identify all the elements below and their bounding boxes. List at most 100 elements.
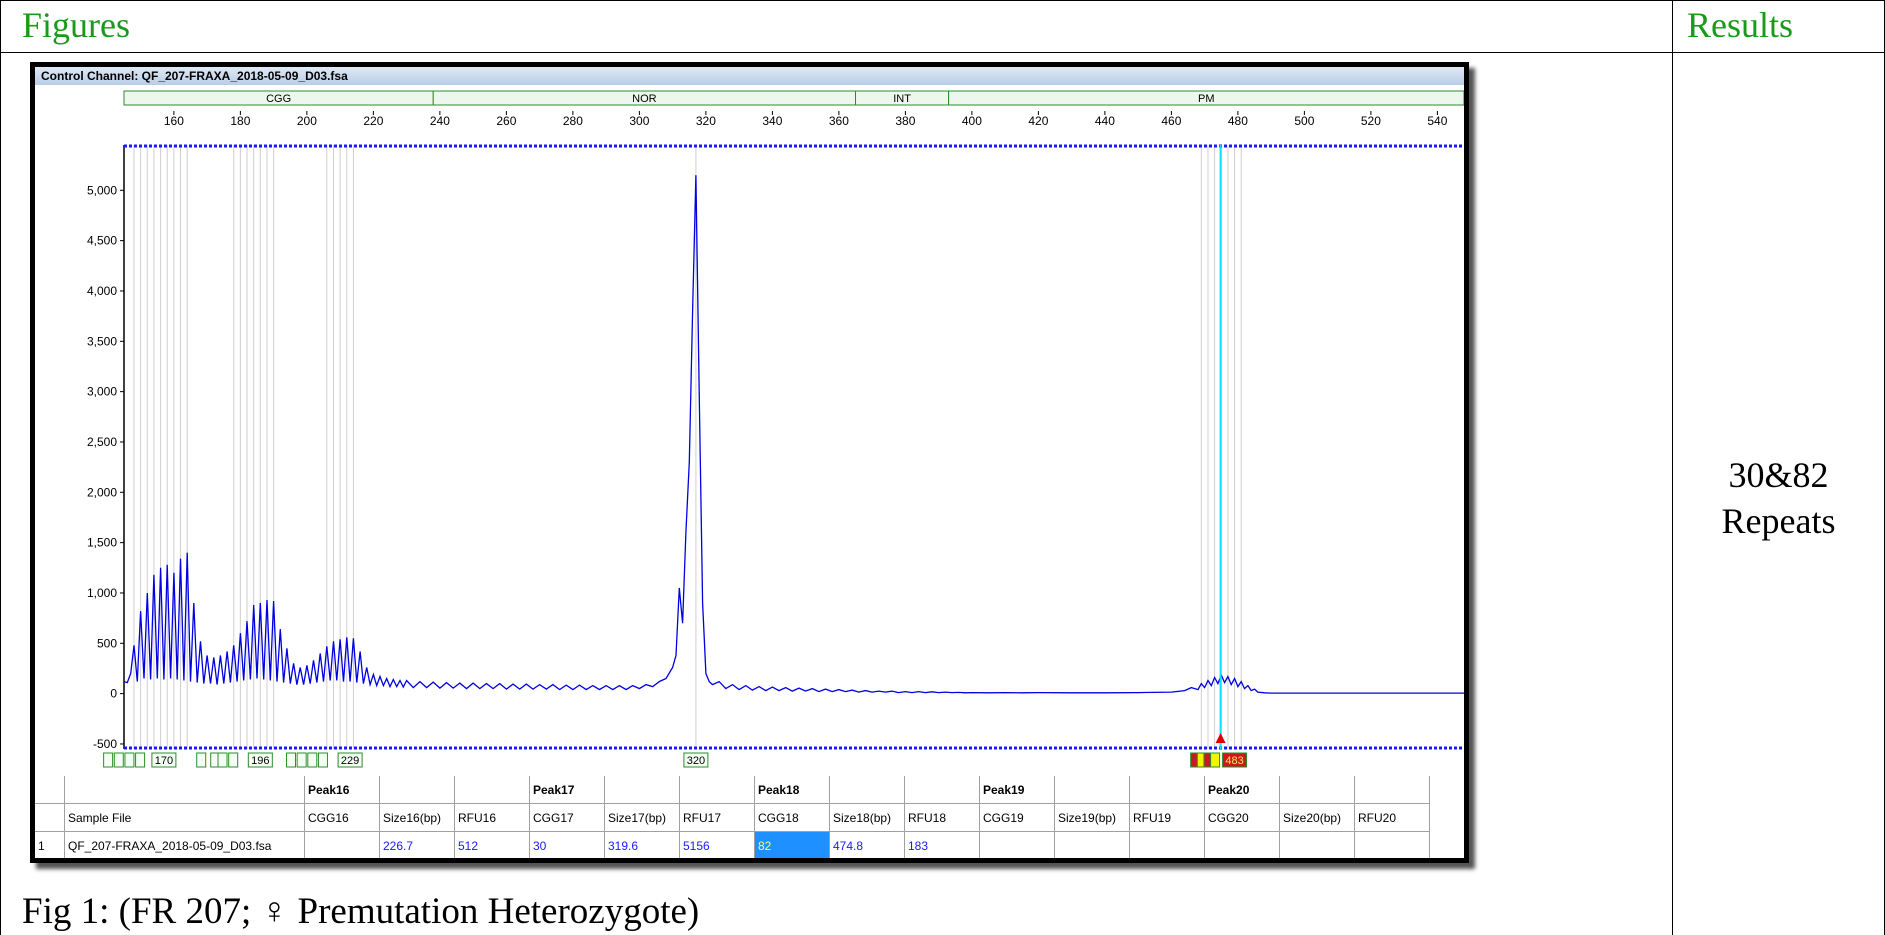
- peak-mini-box: [135, 752, 146, 768]
- grid-column-header[interactable]: CGG18: [755, 804, 830, 832]
- x-axis: 160 180 200 220 240 260 280 300 320 340 360 380 400 4…: [164, 111, 1448, 128]
- grid-peak-header: Peak17: [530, 776, 605, 804]
- peak-mini-box: [124, 752, 135, 768]
- grid-column-header[interactable]: Size20(bp): [1280, 804, 1355, 832]
- grid-column-header[interactable]: Size16(bp): [380, 804, 455, 832]
- y-tick-label: 1,500: [87, 536, 117, 550]
- peak-label: 320: [687, 755, 705, 767]
- grid-peak-header: Peak18: [755, 776, 830, 804]
- grid-value-cell[interactable]: QF_207-FRAXA_2018-05-09_D03.fsa: [65, 832, 305, 858]
- grid-column-header[interactable]: RFU18: [905, 804, 980, 832]
- grid-peak-header: [1055, 776, 1130, 804]
- x-tick-label: 160: [164, 114, 184, 128]
- grid-peak-header: Peak20: [1205, 776, 1280, 804]
- x-tick-label: 300: [629, 114, 649, 128]
- peak-mini-box: [103, 752, 114, 768]
- grid-row-header: [35, 804, 65, 832]
- region-bar: CGG NOR INT PM: [123, 90, 1464, 106]
- grid-column-header[interactable]: RFU17: [680, 804, 755, 832]
- x-tick-label: 420: [1028, 114, 1048, 128]
- grid-column-header[interactable]: Size18(bp): [830, 804, 905, 832]
- grid-value-cell[interactable]: [1280, 832, 1355, 858]
- peak-label-box: [337, 752, 363, 768]
- result-value: 30&82 Repeats: [1672, 452, 1885, 544]
- grid-peak-header: [1355, 776, 1430, 804]
- electropherogram-chart: CGG NOR INT PM 160 180 200 220 240 260 280 300 320 3…: [87, 90, 1464, 768]
- grid-peak-header: [1130, 776, 1205, 804]
- peak-mini-box: [286, 752, 297, 768]
- region-label-pm: PM: [1198, 93, 1215, 105]
- grid-peak-header: [380, 776, 455, 804]
- x-tick-label: 380: [895, 114, 915, 128]
- y-tick-label: 2,000: [87, 485, 117, 499]
- cursor-marker-icon[interactable]: [1215, 733, 1226, 743]
- grid-column-header[interactable]: CGG19: [980, 804, 1055, 832]
- grid-selected-cell[interactable]: 82: [755, 832, 830, 858]
- y-tick-label: 1,000: [87, 586, 117, 600]
- peak-mini-box: [196, 752, 207, 768]
- grid-column-header[interactable]: CGG20: [1205, 804, 1280, 832]
- x-tick-label: 540: [1427, 114, 1447, 128]
- grid-peak-header: [830, 776, 905, 804]
- x-tick-label: 260: [496, 114, 516, 128]
- grid-column-header[interactable]: RFU19: [1130, 804, 1205, 832]
- grid-value-cell[interactable]: 5156: [680, 832, 755, 858]
- result-line-1: 30&82: [1728, 455, 1829, 495]
- y-tick-label: 3,000: [87, 385, 117, 399]
- grid-value-cell[interactable]: [1205, 832, 1280, 858]
- grid-column-header[interactable]: RFU16: [455, 804, 530, 832]
- grid-peak-header: Peak16: [305, 776, 380, 804]
- y-tick-label: 4,500: [87, 234, 117, 248]
- grid-value-cell[interactable]: [980, 832, 1055, 858]
- grid-value-cell[interactable]: [1355, 832, 1430, 858]
- grid-value-cell[interactable]: [1130, 832, 1205, 858]
- grid-column-header[interactable]: Size17(bp): [605, 804, 680, 832]
- y-tick-label: -500: [93, 737, 117, 751]
- peak-mini-box: [317, 752, 328, 768]
- peak-mini-box: [1210, 752, 1221, 768]
- x-tick-label: 480: [1228, 114, 1248, 128]
- grid-value-cell[interactable]: 226.7: [380, 832, 455, 858]
- grid-value-cell[interactable]: 512: [455, 832, 530, 858]
- table-header-border: [0, 52, 1885, 53]
- x-tick-label: 460: [1161, 114, 1181, 128]
- results-header: Results: [1687, 5, 1794, 45]
- table-top-border: [0, 0, 1885, 1]
- grid-column-header[interactable]: CGG17: [530, 804, 605, 832]
- grid-column-header[interactable]: RFU20: [1355, 804, 1430, 832]
- x-tick-label: 340: [762, 114, 782, 128]
- peak-label: 170: [155, 755, 173, 767]
- peak-label-box: [151, 752, 177, 768]
- y-tick-label: 3,500: [87, 334, 117, 348]
- grid-value-cell[interactable]: [305, 832, 380, 858]
- x-tick-label: 440: [1095, 114, 1115, 128]
- y-tick-label: 5,000: [87, 183, 117, 197]
- grid-corner-cell: [35, 776, 65, 804]
- grid-value-cell[interactable]: 474.8: [830, 832, 905, 858]
- grid-column-header[interactable]: Size19(bp): [1055, 804, 1130, 832]
- grid-column-header[interactable]: Sample File: [65, 804, 305, 832]
- region-label-nor: NOR: [632, 93, 657, 105]
- figures-header: Figures: [22, 5, 130, 45]
- grid-value-cell[interactable]: [1055, 832, 1130, 858]
- peak-label-box: [683, 752, 709, 768]
- peak-mini-box: [228, 752, 239, 768]
- y-axis: 5,000 4,500 4,000 3,500 3,000 2,500 2,000 1,500…: [87, 183, 124, 751]
- grid-peak-header: [1280, 776, 1355, 804]
- grid-column-header[interactable]: CGG16: [305, 804, 380, 832]
- x-tick-label: 220: [363, 114, 383, 128]
- x-tick-label: 400: [962, 114, 982, 128]
- grid-value-cell[interactable]: 183: [905, 832, 980, 858]
- grid-peak-header: Peak19: [980, 776, 1055, 804]
- grid-peak-header: [905, 776, 980, 804]
- grid-value-cell[interactable]: 30: [530, 832, 605, 858]
- peak-label: 483: [1225, 755, 1243, 767]
- grid-value-cell[interactable]: 319.6: [605, 832, 680, 858]
- y-tick-label: 0: [110, 687, 117, 701]
- x-tick-label: 240: [430, 114, 450, 128]
- trace-line: [123, 175, 1464, 694]
- x-tick-label: 280: [563, 114, 583, 128]
- figure-caption: Fig 1: (FR 207; ♀ Premutation Heterozygo…: [22, 891, 700, 932]
- peak-mini-box: [113, 752, 124, 768]
